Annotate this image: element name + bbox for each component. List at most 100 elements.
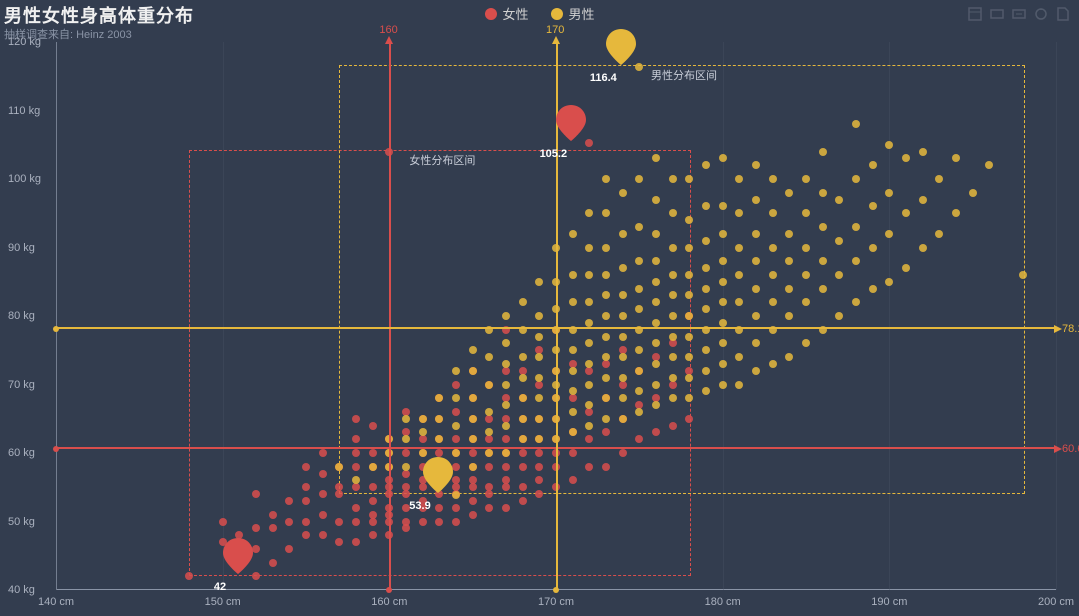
point-female[interactable] — [252, 524, 260, 532]
point-female[interactable] — [219, 518, 227, 526]
point-male[interactable] — [735, 271, 743, 279]
point-male[interactable] — [485, 381, 493, 389]
point-male[interactable] — [652, 381, 660, 389]
point-female[interactable] — [619, 381, 627, 389]
point-male[interactable] — [469, 415, 477, 423]
point-male[interactable] — [802, 271, 810, 279]
point-female[interactable] — [452, 435, 460, 443]
point-male[interactable] — [619, 415, 627, 423]
point-female[interactable] — [369, 497, 377, 505]
point-male[interactable] — [502, 381, 510, 389]
point-male[interactable] — [669, 374, 677, 382]
point-male[interactable] — [519, 353, 527, 361]
point-male[interactable] — [752, 312, 760, 320]
point-male[interactable] — [402, 415, 410, 423]
point-male[interactable] — [685, 175, 693, 183]
point-male[interactable] — [669, 271, 677, 279]
point-male[interactable] — [752, 257, 760, 265]
point-female[interactable] — [402, 449, 410, 457]
point-female[interactable] — [485, 490, 493, 498]
point-male[interactable] — [669, 312, 677, 320]
point-female[interactable] — [585, 463, 593, 471]
point-male[interactable] — [702, 285, 710, 293]
point-female[interactable] — [319, 490, 327, 498]
point-male[interactable] — [502, 312, 510, 320]
point-female[interactable] — [352, 463, 360, 471]
point-male[interactable] — [402, 463, 410, 471]
point-male[interactable] — [835, 312, 843, 320]
point-male[interactable] — [835, 271, 843, 279]
point-male[interactable] — [585, 381, 593, 389]
point-female[interactable] — [269, 511, 277, 519]
point-female[interactable] — [402, 483, 410, 491]
point-male[interactable] — [635, 285, 643, 293]
point-male[interactable] — [752, 285, 760, 293]
point-female[interactable] — [302, 497, 310, 505]
point-male[interactable] — [869, 202, 877, 210]
point-female[interactable] — [585, 367, 593, 375]
legend-item-male[interactable]: 男性 — [551, 4, 595, 23]
point-male[interactable] — [669, 291, 677, 299]
point-male[interactable] — [835, 196, 843, 204]
point-male[interactable] — [685, 353, 693, 361]
point-male[interactable] — [885, 141, 893, 149]
point-female[interactable] — [602, 428, 610, 436]
point-male[interactable] — [585, 360, 593, 368]
point-male[interactable] — [469, 394, 477, 402]
point-male[interactable] — [719, 298, 727, 306]
point-female[interactable] — [335, 490, 343, 498]
point-male[interactable] — [802, 339, 810, 347]
point-male[interactable] — [452, 422, 460, 430]
point-female[interactable] — [469, 497, 477, 505]
point-male[interactable] — [702, 367, 710, 375]
point-male[interactable] — [669, 333, 677, 341]
point-male[interactable] — [869, 161, 877, 169]
point-male[interactable] — [635, 408, 643, 416]
point-female[interactable] — [285, 518, 293, 526]
point-male[interactable] — [469, 346, 477, 354]
point-female[interactable] — [352, 483, 360, 491]
point-male[interactable] — [852, 120, 860, 128]
point-female[interactable] — [435, 518, 443, 526]
point-female[interactable] — [302, 531, 310, 539]
point-male[interactable] — [919, 148, 927, 156]
point-female[interactable] — [535, 463, 543, 471]
point-male[interactable] — [619, 374, 627, 382]
point-female[interactable] — [269, 559, 277, 567]
toolbox-datazoom-back-icon[interactable] — [1011, 6, 1027, 22]
point-male[interactable] — [685, 333, 693, 341]
point-male[interactable] — [719, 360, 727, 368]
point-male[interactable] — [569, 271, 577, 279]
point-female[interactable] — [502, 476, 510, 484]
point-male[interactable] — [902, 209, 910, 217]
point-female[interactable] — [519, 497, 527, 505]
point-male[interactable] — [519, 435, 527, 443]
point-male[interactable] — [569, 230, 577, 238]
point-female[interactable] — [569, 449, 577, 457]
point-female[interactable] — [669, 339, 677, 347]
point-male[interactable] — [735, 175, 743, 183]
point-male[interactable] — [869, 285, 877, 293]
toolbox-datazoom-icon[interactable] — [989, 6, 1005, 22]
point-male[interactable] — [785, 312, 793, 320]
point-female[interactable] — [585, 435, 593, 443]
point-male[interactable] — [502, 339, 510, 347]
point-male[interactable] — [419, 415, 427, 423]
point-male[interactable] — [719, 257, 727, 265]
point-female[interactable] — [469, 511, 477, 519]
point-female[interactable] — [569, 394, 577, 402]
point-male[interactable] — [719, 278, 727, 286]
point-female[interactable] — [502, 367, 510, 375]
point-female[interactable] — [352, 504, 360, 512]
point-female[interactable] — [485, 415, 493, 423]
point-male[interactable] — [602, 394, 610, 402]
point-male[interactable] — [735, 381, 743, 389]
point-male[interactable] — [735, 298, 743, 306]
point-male[interactable] — [585, 339, 593, 347]
point-female[interactable] — [585, 408, 593, 416]
point-male[interactable] — [702, 346, 710, 354]
point-female[interactable] — [535, 476, 543, 484]
point-male[interactable] — [702, 237, 710, 245]
point-male[interactable] — [802, 298, 810, 306]
point-male[interactable] — [685, 394, 693, 402]
